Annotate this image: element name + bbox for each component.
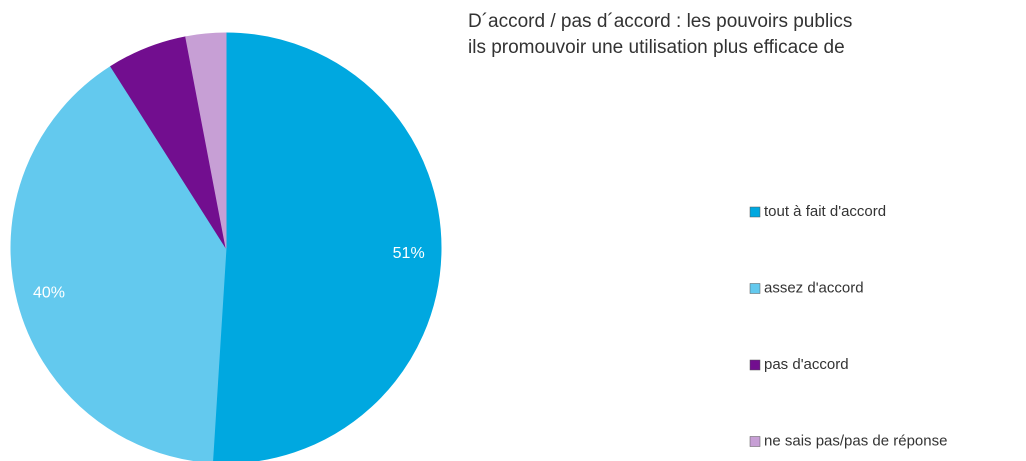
legend-swatch bbox=[749, 359, 761, 371]
legend-swatch bbox=[749, 206, 761, 218]
legend-swatch bbox=[749, 436, 761, 447]
legend-swatch bbox=[749, 283, 761, 294]
legend-label: pas d'accord bbox=[764, 356, 849, 373]
legend-label: ne sais pas/pas de réponse bbox=[764, 432, 947, 449]
data-label: 40% bbox=[33, 285, 65, 302]
data-label: 51% bbox=[393, 245, 425, 262]
pie-slice bbox=[10, 65, 227, 461]
legend-label: assez d'accord bbox=[764, 279, 864, 296]
legend-label: tout à fait d'accord bbox=[764, 203, 886, 220]
chart-title: D´accord / pas d´accord : les pouvoirs p… bbox=[468, 11, 852, 32]
chart-title: ils promouvoir une utilisation plus effi… bbox=[468, 37, 845, 58]
pie-slice bbox=[212, 32, 442, 461]
pie-slice bbox=[185, 32, 227, 249]
